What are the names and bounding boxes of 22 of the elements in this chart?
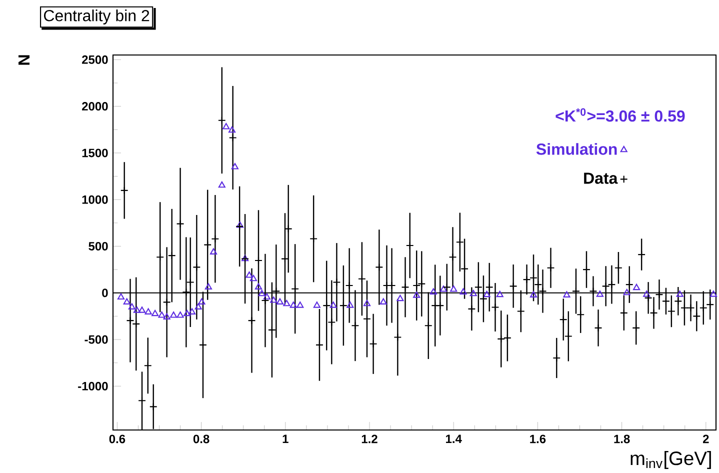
y-tick-label: -1000 [78, 382, 108, 390]
x-tick-label: 2 [702, 434, 709, 443]
y-tick-label: 2000 [82, 102, 108, 110]
chart-title: Centrality bin 2 [44, 9, 150, 24]
y-tick-label: 500 [88, 242, 108, 250]
y-tick-label: 1000 [82, 195, 108, 204]
y-tick-label: 1500 [82, 148, 108, 158]
x-tick-label: 0.6 [109, 434, 126, 444]
y-tick-label: 0 [102, 288, 108, 297]
x-tick-label: 1.8 [614, 434, 630, 444]
x-tick-label: 1.2 [362, 434, 378, 443]
y-tick-label: -500 [84, 335, 108, 344]
x-tick-label: 0.8 [193, 434, 210, 444]
x-tick-label: 1.4 [446, 434, 462, 443]
annotation: <K$^{*0}$>=3.06 ± 0.59 [556, 108, 685, 122]
legend-label: Data [584, 172, 618, 184]
y-tick-label: 2500 [82, 55, 108, 64]
legend-label: Simulation [536, 142, 617, 155]
y-axis-title: N [18, 55, 30, 65]
x-axis-title: m$_{inv}$[GeV] [630, 450, 711, 469]
x-tick-label: 1 [282, 434, 288, 443]
x-tick-label: 1.6 [530, 434, 546, 444]
